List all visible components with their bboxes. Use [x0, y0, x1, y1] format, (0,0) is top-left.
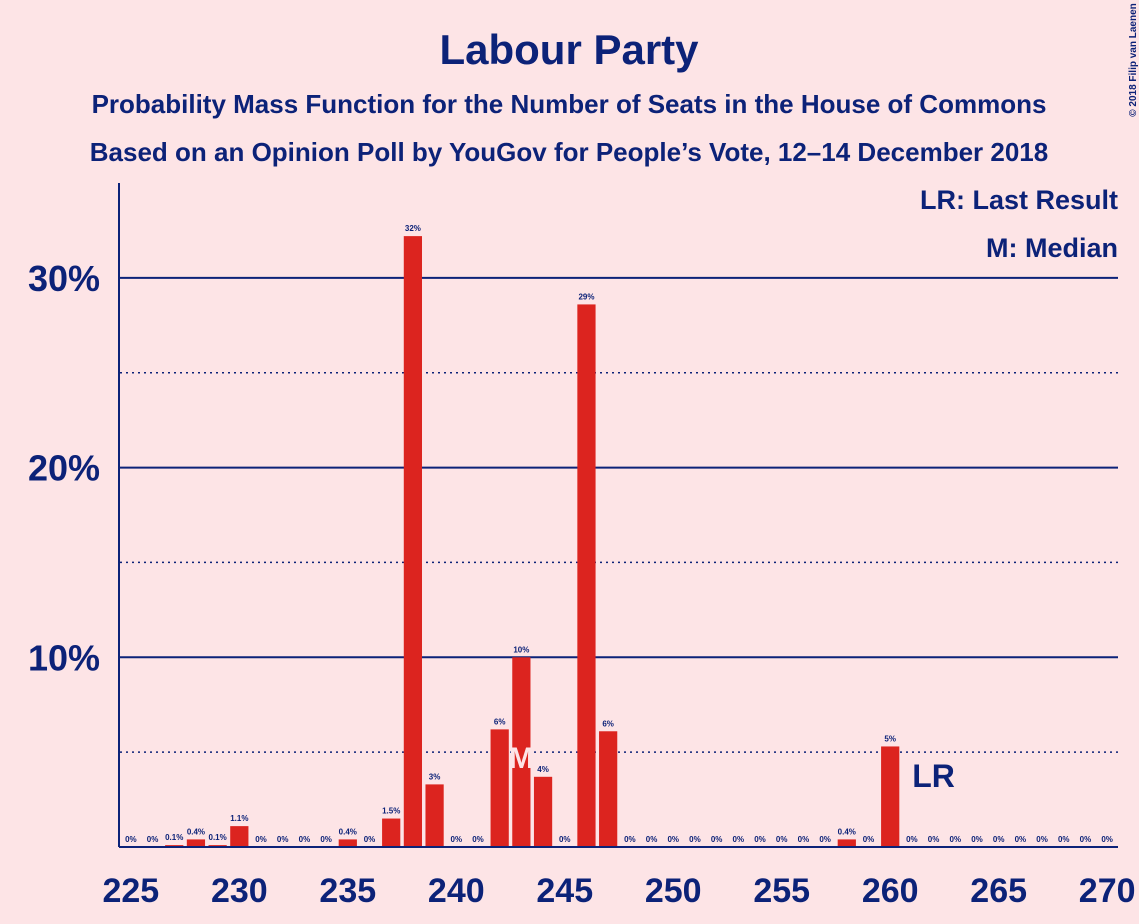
- value-label: 0%: [125, 835, 137, 844]
- value-label: 0%: [320, 835, 332, 844]
- value-label: 0%: [451, 835, 463, 844]
- value-label: 0%: [1080, 835, 1092, 844]
- value-label: 0%: [819, 835, 831, 844]
- value-label: 0.4%: [838, 827, 856, 836]
- value-label: 29%: [578, 292, 594, 301]
- value-label: 0%: [147, 835, 159, 844]
- value-label: 0.1%: [209, 833, 227, 842]
- x-tick-label: 245: [536, 872, 593, 910]
- bar: [382, 818, 401, 847]
- bar: [837, 839, 856, 847]
- value-label: 0%: [689, 835, 701, 844]
- bar: [403, 236, 423, 847]
- chart-title: Labour Party: [439, 26, 699, 73]
- value-label: 0%: [624, 835, 636, 844]
- chart-subtitle: Probability Mass Function for the Number…: [92, 89, 1047, 119]
- value-label: 5%: [884, 734, 896, 743]
- value-label: 0%: [1015, 835, 1027, 844]
- bar: [338, 839, 357, 847]
- bar: [425, 784, 444, 847]
- bar: [533, 776, 553, 847]
- value-label: 0%: [711, 835, 723, 844]
- x-tick-label: 225: [102, 872, 159, 910]
- value-label: 1.1%: [230, 814, 248, 823]
- bar: [512, 657, 531, 847]
- bar: [881, 746, 900, 847]
- x-tick-label: 240: [428, 872, 485, 910]
- x-tick-label: 270: [1079, 872, 1136, 910]
- value-label: 3%: [429, 772, 441, 781]
- value-label: 0%: [971, 835, 983, 844]
- median-marker: M: [509, 742, 534, 775]
- value-label: 0.4%: [187, 827, 205, 836]
- value-label: 10%: [513, 645, 529, 654]
- value-label: 0.4%: [339, 827, 357, 836]
- chart-subtitle: Based on an Opinion Poll by YouGov for P…: [90, 137, 1048, 167]
- value-label: 0%: [277, 835, 289, 844]
- value-label: 6%: [602, 719, 614, 728]
- value-label: 1.5%: [382, 807, 400, 816]
- value-label: 0%: [993, 835, 1005, 844]
- value-label: 0%: [928, 835, 940, 844]
- value-label: 0%: [776, 835, 788, 844]
- value-label: 0.1%: [165, 833, 183, 842]
- bar: [490, 729, 509, 847]
- value-label: 0%: [667, 835, 679, 844]
- value-label: 6%: [494, 717, 506, 726]
- x-tick-label: 235: [319, 872, 376, 910]
- value-label: 0%: [255, 835, 267, 844]
- x-tick-label: 255: [753, 872, 810, 910]
- bar: [577, 304, 596, 848]
- value-label: 0%: [559, 835, 571, 844]
- value-label: 0%: [950, 835, 962, 844]
- value-label: 0%: [1101, 835, 1113, 844]
- last-result-marker: LR: [912, 758, 955, 794]
- bar: [186, 839, 206, 847]
- value-label: 4%: [537, 765, 549, 774]
- x-tick-label: 230: [211, 872, 268, 910]
- value-label: 0%: [733, 835, 745, 844]
- value-label: 0%: [299, 835, 311, 844]
- value-label: 0%: [798, 835, 810, 844]
- value-label: 0%: [472, 835, 484, 844]
- legend-entry: LR: Last Result: [920, 185, 1118, 215]
- x-tick-label: 265: [970, 872, 1027, 910]
- value-label: 0%: [754, 835, 766, 844]
- value-label: 0%: [863, 835, 875, 844]
- legend-entry: M: Median: [986, 233, 1118, 263]
- value-label: 0%: [1058, 835, 1070, 844]
- x-tick-label: 260: [862, 872, 919, 910]
- y-tick-label: 20%: [28, 448, 100, 489]
- copyright: © 2018 Filip van Laenen: [1128, 3, 1139, 117]
- y-tick-label: 10%: [28, 637, 100, 678]
- value-label: 32%: [405, 224, 421, 233]
- y-tick-label: 30%: [28, 258, 100, 299]
- bar: [599, 731, 618, 847]
- value-label: 0%: [906, 835, 918, 844]
- bar: [230, 826, 249, 847]
- value-label: 0%: [646, 835, 658, 844]
- value-label: 0%: [364, 835, 376, 844]
- value-label: 0%: [1036, 835, 1048, 844]
- x-tick-label: 250: [645, 872, 702, 910]
